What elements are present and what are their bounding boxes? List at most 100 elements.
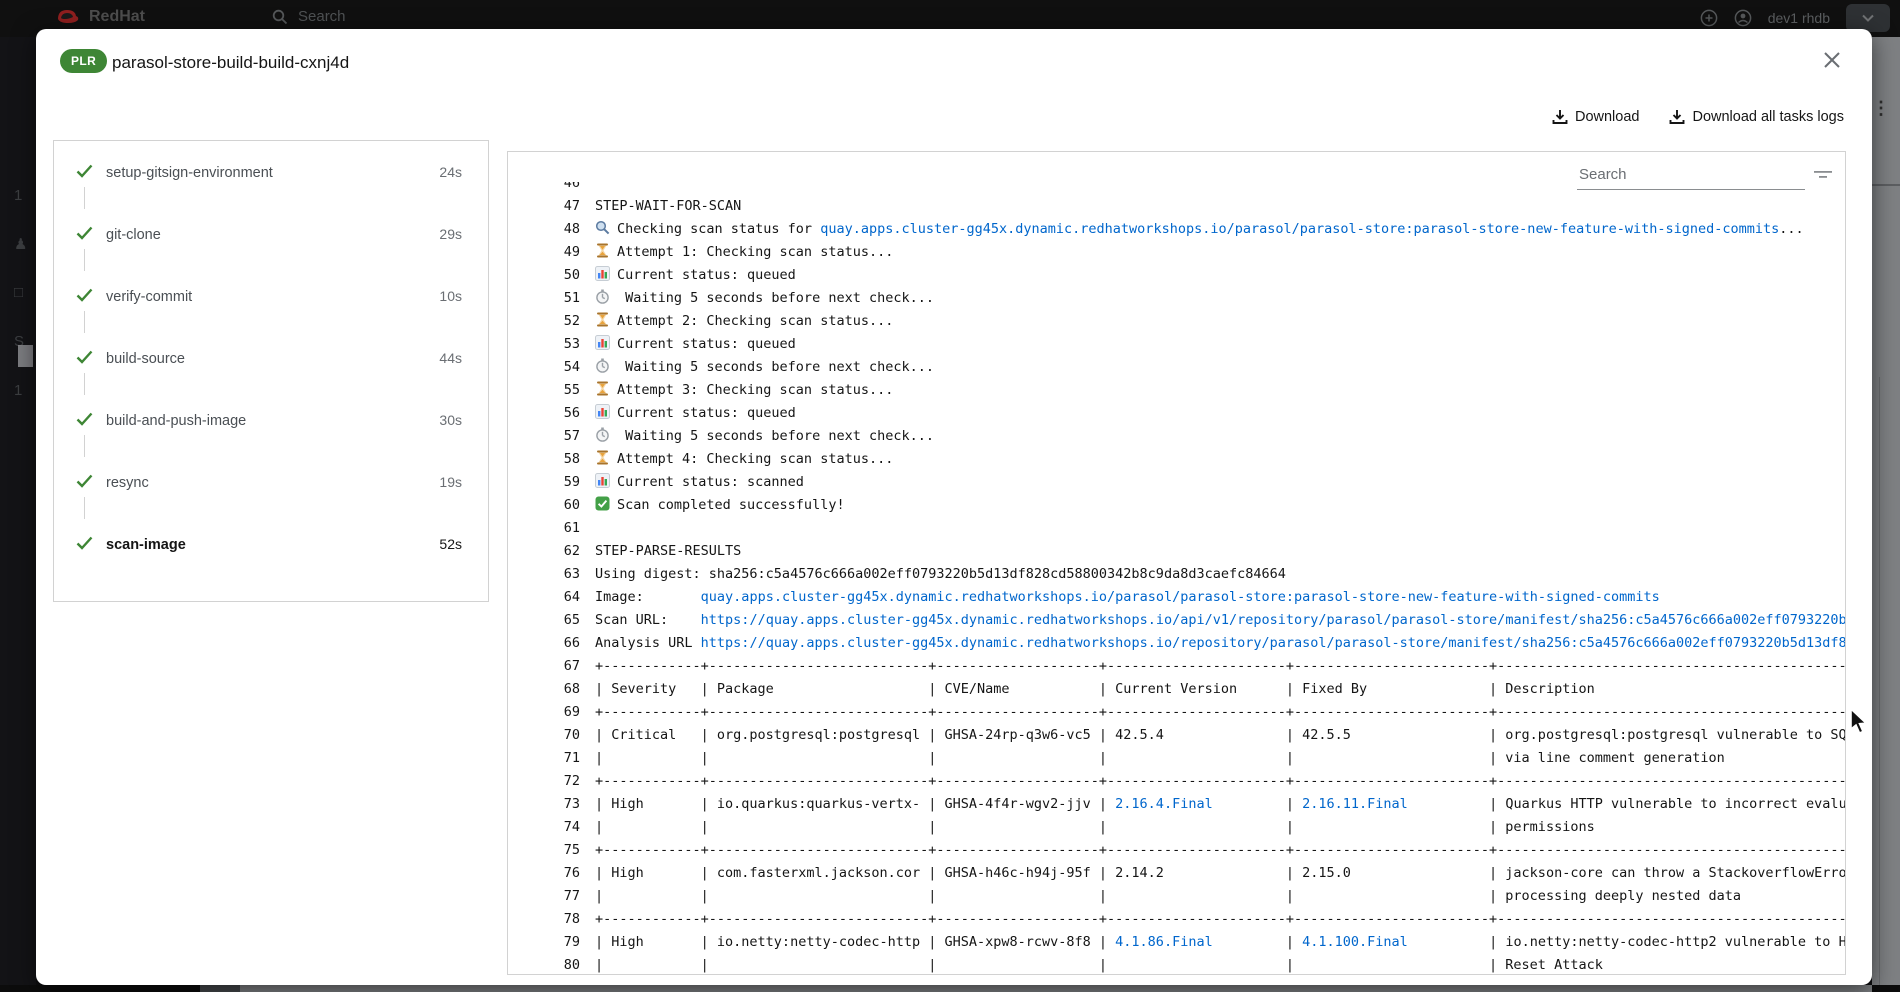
log-line-number: 79 [563,934,580,950]
log-line-number: 66 [563,635,580,651]
close-button[interactable] [1818,47,1846,75]
log-line-number: 61 [563,520,580,536]
log-line: 61 [508,517,1845,540]
log-link[interactable]: quay.apps.cluster-gg45x.dynamic.redhatwo… [700,589,1660,605]
log-line-number: 58 [563,451,580,467]
log-line: 63 Using digest: sha256:c5a4576c666a002ef… [508,563,1845,586]
log-line-number: 67 [563,658,580,674]
download-button[interactable]: Download [1552,109,1639,125]
task-name: scan-image [106,537,186,553]
sidenav-ghost-icon: 1 [14,382,23,399]
log-line: 53 Current status: queued [508,333,1845,356]
task-connector-line [84,373,85,395]
search-icon [595,220,612,235]
task-duration: 30s [439,412,462,428]
download-all-tasks-logs-button[interactable]: Download all tasks logs [1669,109,1844,125]
log-line: 56 Current status: queued [508,402,1845,425]
task-row-git-clone[interactable]: git-clone 29s [54,217,488,279]
console-search[interactable]: Search [272,8,346,25]
log-line-number: 46 [563,182,580,191]
check-icon [595,496,612,511]
log-line-number: 69 [563,704,580,720]
task-row-build-and-push-image[interactable]: build-and-push-image 30s [54,403,488,465]
task-duration: 52s [439,536,462,552]
task-success-check-icon [76,350,93,369]
plus-circle-icon[interactable] [1700,9,1718,27]
log-line: 72 +------------+------------------------… [508,770,1845,793]
task-row-scan-image[interactable]: scan-image 52s [54,527,488,589]
redhat-logo: RedHat [55,6,145,28]
log-line-number: 73 [563,796,580,812]
log-line: 60 Scan completed successfully! [508,494,1845,517]
log-line-number: 62 [563,543,580,559]
log-link[interactable]: quay.apps.cluster-gg45x.dynamic.redhatwo… [820,221,1780,237]
log-link[interactable]: 2.16.4.Final [1115,796,1213,812]
log-line: 48 Checking scan status for quay.apps.clu… [508,218,1845,241]
log-line: 62 STEP-PARSE-RESULTS [508,540,1845,563]
log-search-input[interactable] [1577,160,1805,190]
task-name: git-clone [106,227,161,243]
log-content[interactable]: 46 47 STEP-WAIT-FOR-SCAN 48 Checking scan st… [508,182,1845,974]
log-line-number: 64 [563,589,580,605]
task-row-build-source[interactable]: build-source 44s [54,341,488,403]
task-connector-line [84,311,85,333]
close-icon [1824,51,1840,68]
log-line-number: 63 [563,566,580,582]
task-duration: 19s [439,474,462,490]
username[interactable]: dev1 rhdb [1767,10,1830,26]
log-link[interactable]: 4.1.86.Final [1115,934,1213,950]
log-line: 55 Attempt 3: Checking scan status... [508,379,1845,402]
log-line-number: 72 [563,773,580,789]
filter-icon[interactable] [1813,168,1833,184]
task-name: resync [106,475,149,491]
log-line: 52 Attempt 2: Checking scan status... [508,310,1845,333]
page-edge: ⋮ [1872,37,1900,992]
log-link[interactable]: https://quay.apps.cluster-gg45x.dynamic.… [700,635,1845,651]
console-sidenav: 1 ♟ □ S 1 [0,37,36,992]
log-line: 71 | | | | | | via line comment generatio… [508,747,1845,770]
task-success-check-icon [76,164,93,183]
task-row-verify-commit[interactable]: verify-commit 10s [54,279,488,341]
hourglass-icon [595,312,612,327]
user-avatar-icon [1734,9,1752,27]
log-line: 69 +------------+------------------------… [508,701,1845,724]
task-success-check-icon [76,226,93,245]
kebab-menu-icon: ⋮ [1872,98,1890,118]
mouse-cursor [1850,708,1868,735]
task-list-panel: setup-gitsign-environment 24s git-clone 29s… [53,140,489,602]
timer-icon [595,358,612,373]
log-line-number: 65 [563,612,580,628]
chart-icon [595,335,612,350]
task-duration: 29s [439,226,462,242]
log-link[interactable]: 2.16.11.Final [1302,796,1408,812]
log-line-number: 74 [563,819,580,835]
sidenav-ghost-icon: 1 [14,187,23,204]
sidenav-logo-block [18,345,33,367]
log-link[interactable]: https://quay.apps.cluster-gg45x.dynamic.… [700,612,1845,628]
log-line-number: 77 [563,888,580,904]
task-name: setup-gitsign-environment [106,165,273,181]
log-line-number: 59 [563,474,580,490]
task-success-check-icon [76,288,93,307]
log-line: 80 | | | | | | Reset Attack [508,954,1845,974]
chart-icon [595,266,612,281]
task-duration: 10s [439,288,462,304]
log-line-number: 50 [563,267,580,283]
log-line: 59 Current status: scanned [508,471,1845,494]
log-line: 57 Waiting 5 seconds before next check..… [508,425,1845,448]
page-bottom-edge [0,985,1900,992]
log-line: 64 Image: quay.apps.cluster-gg45x.dynamic… [508,586,1845,609]
log-line: 70 | Critical | org.postgresql:postgresql… [508,724,1845,747]
task-row-resync[interactable]: resync 19s [54,465,488,527]
timer-icon [595,289,612,304]
task-connector-line [84,187,85,209]
log-link[interactable]: 4.1.100.Final [1302,934,1408,950]
log-line-number: 75 [563,842,580,858]
hourglass-icon [595,450,612,465]
log-line-number: 76 [563,865,580,881]
user-menu-toggle[interactable] [1846,4,1890,32]
chart-icon [595,473,612,488]
task-row-setup-gitsign-environment[interactable]: setup-gitsign-environment 24s [54,155,488,217]
pipelinerun-logs-modal: PLR parasol-store-build-build-cxnj4d Dow… [36,29,1872,985]
task-name: build-source [106,351,185,367]
